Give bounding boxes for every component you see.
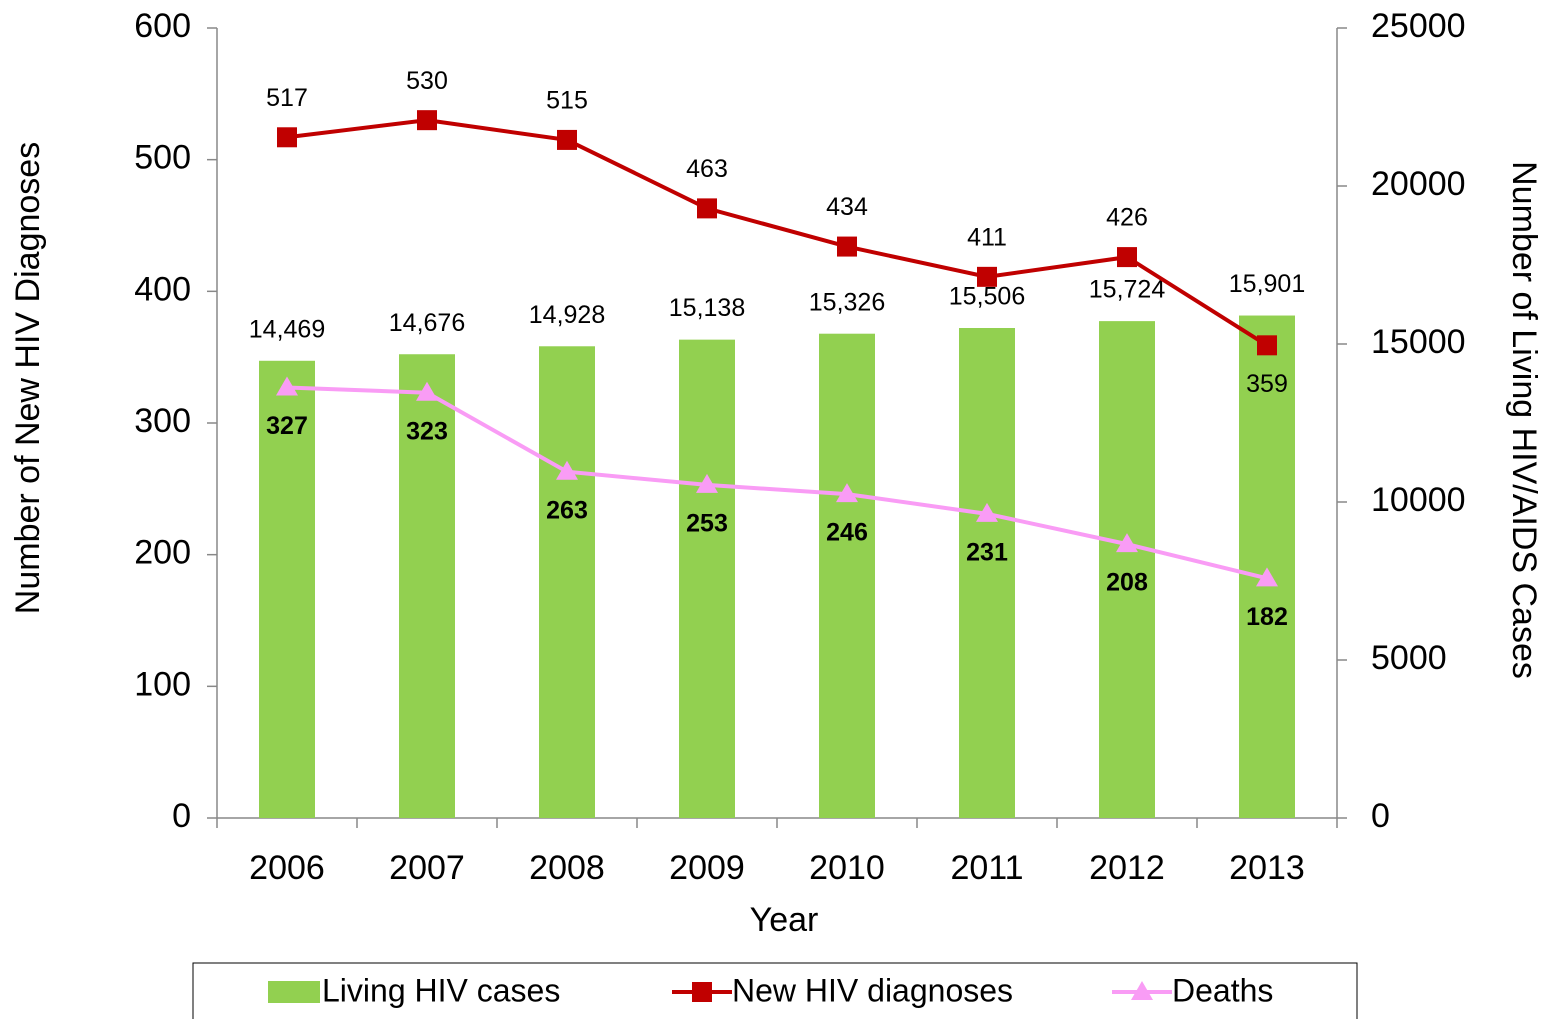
bar-value-label: 15,506 <box>949 283 1025 311</box>
y2-axis-title: Number of Living HIV/AIDS Cases <box>1505 161 1543 679</box>
line-value-label: 434 <box>826 193 868 221</box>
line-value-label: 182 <box>1246 603 1288 631</box>
marker-triangle <box>976 502 998 522</box>
bar-value-label: 14,928 <box>529 301 605 329</box>
x-tick-label: 2008 <box>529 849 605 887</box>
x-tick-label: 2010 <box>809 849 885 887</box>
x-tick-label: 2009 <box>669 849 745 887</box>
y-tick-label: 300 <box>134 402 191 440</box>
y-tick-label: 100 <box>134 665 191 703</box>
legend-swatch <box>268 981 320 1003</box>
legend-marker <box>692 982 712 1002</box>
line <box>286 385 1268 581</box>
line-value-label: 359 <box>1246 370 1288 398</box>
bar <box>259 360 315 818</box>
marker-square <box>837 236 857 257</box>
y-axis-title: Number of New HIV Diagnoses <box>9 142 47 614</box>
line-value-label: 246 <box>826 519 868 547</box>
line-value-label: 517 <box>266 84 308 112</box>
line <box>286 118 1269 348</box>
bar <box>399 354 455 818</box>
x-tick-label: 2013 <box>1229 849 1305 887</box>
marker-triangle <box>1116 533 1138 553</box>
bar-value-label: 15,326 <box>809 288 885 316</box>
bar-value-label: 15,901 <box>1229 270 1305 298</box>
x-tick-label: 2006 <box>249 849 325 887</box>
line-value-label: 323 <box>406 417 448 445</box>
bar <box>1099 321 1155 818</box>
y-tick-label: 200 <box>134 534 191 572</box>
marker-triangle <box>416 381 438 401</box>
line-value-label: 463 <box>686 155 728 183</box>
marker-square <box>1257 335 1277 356</box>
x-axis-title: Year <box>750 901 819 939</box>
legend-label: New HIV diagnoses <box>732 972 1013 1008</box>
bar-value-label: 15,138 <box>669 294 745 322</box>
marker-triangle <box>696 473 718 493</box>
y2-tick-label: 25000 <box>1371 7 1466 45</box>
marker-square <box>557 129 577 150</box>
legend-label: Living HIV cases <box>322 972 560 1008</box>
marker-triangle <box>1256 567 1278 587</box>
x-tick-label: 2007 <box>389 849 465 887</box>
marker-triangle <box>276 376 298 396</box>
legend-label: Deaths <box>1172 972 1273 1008</box>
line-value-label: 327 <box>266 412 308 440</box>
marker-square <box>277 127 297 148</box>
bar <box>1239 315 1295 818</box>
y-tick-label: 400 <box>134 270 191 308</box>
line-value-label: 253 <box>686 509 728 537</box>
bar <box>679 339 735 818</box>
line-value-label: 208 <box>1106 569 1148 597</box>
line-value-label: 263 <box>546 496 588 524</box>
x-tick-label: 2012 <box>1089 849 1165 887</box>
y2-tick-label: 5000 <box>1371 639 1447 677</box>
bar-value-label: 14,469 <box>249 315 325 343</box>
y-tick-label: 600 <box>134 7 191 45</box>
line-value-label: 426 <box>1106 204 1148 232</box>
y2-tick-label: 10000 <box>1371 481 1466 519</box>
line-value-label: 515 <box>546 87 588 115</box>
y2-tick-label: 0 <box>1371 797 1390 835</box>
y-tick-label: 0 <box>172 797 191 835</box>
x-tick-label: 2011 <box>950 849 1023 887</box>
y2-tick-label: 15000 <box>1371 323 1466 361</box>
bar-value-label: 15,724 <box>1089 276 1166 304</box>
bar-value-label: 14,676 <box>389 309 465 337</box>
marker-triangle <box>556 460 578 480</box>
bar <box>959 328 1015 818</box>
y2-tick-label: 20000 <box>1371 165 1466 203</box>
marker-triangle <box>836 483 858 503</box>
marker-square <box>697 198 717 219</box>
legend-marker <box>1131 981 1153 1000</box>
line-value-label: 231 <box>966 538 1008 566</box>
line-value-label: 530 <box>406 67 448 95</box>
bar <box>539 346 595 818</box>
y-tick-label: 500 <box>134 139 191 177</box>
bar <box>819 333 875 818</box>
line-value-label: 411 <box>967 223 1007 251</box>
marker-square <box>417 110 437 131</box>
marker-square <box>1117 247 1137 268</box>
marker-square <box>977 266 997 287</box>
